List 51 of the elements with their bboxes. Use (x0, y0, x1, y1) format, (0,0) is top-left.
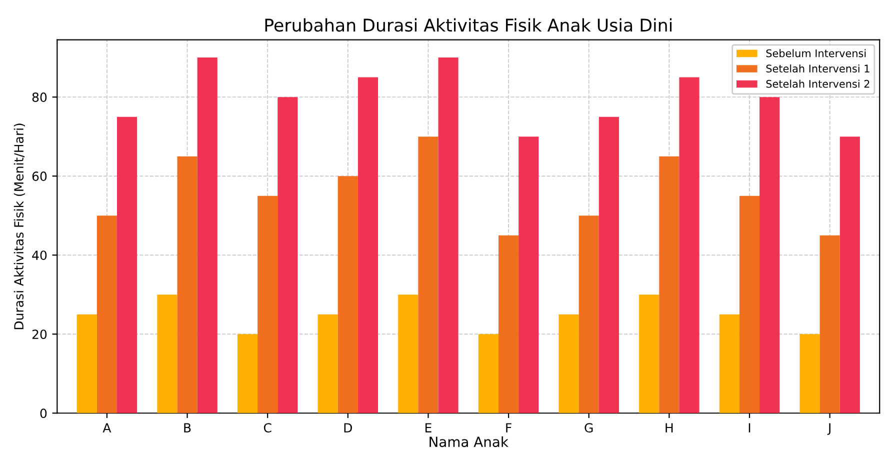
bar (760, 97, 780, 414)
y-tick-label: 80 (32, 92, 47, 102)
bar (659, 156, 680, 414)
bar (278, 97, 298, 414)
y-tick-label: 0 (40, 408, 47, 418)
bar (96, 216, 117, 414)
bar (398, 294, 418, 414)
bar (518, 136, 539, 414)
bar (237, 334, 258, 414)
bar (578, 216, 599, 414)
y-tick-label: 20 (32, 330, 47, 340)
x-axis-title: Nama Anak (430, 436, 508, 448)
x-tick-label: E (425, 423, 432, 432)
bar (478, 334, 498, 414)
bar (840, 136, 860, 414)
x-tick-label: A (102, 423, 112, 432)
y-tick-label: 40 (32, 250, 47, 260)
bar (719, 314, 740, 414)
bar (820, 235, 840, 414)
x-tick-label: C (264, 423, 272, 433)
y-tick-label: 60 (32, 172, 47, 182)
bar (679, 77, 700, 414)
x-tick-label: J (827, 423, 830, 435)
bar (498, 235, 519, 414)
x-tick-label: I (748, 423, 750, 432)
legend-label: Sebelum Intervensi (766, 49, 866, 58)
y-axis-title: Durasi Aktivitas Fisik (Menit/Hari) (14, 124, 26, 330)
bar (197, 58, 218, 414)
bar (258, 196, 278, 414)
x-tick-label: D (344, 423, 352, 432)
bar (358, 77, 378, 414)
bar (598, 116, 619, 414)
bar (116, 116, 138, 414)
chart-title: Perubahan Durasi Aktivitas Fisik Anak Usia Dini (265, 18, 672, 32)
legend-label: Setelah Intervensi 1 (766, 64, 870, 73)
bar (177, 156, 198, 414)
bar (639, 294, 660, 414)
x-tick-label: B (184, 423, 191, 432)
bar (418, 136, 438, 414)
bar (739, 196, 760, 414)
x-tick-label: F (506, 423, 512, 432)
x-tick-label: H (666, 423, 673, 432)
bar (800, 334, 820, 414)
bar (318, 314, 338, 414)
legend-label: Setelah Intervensi 2 (766, 80, 870, 88)
x-tick-label: G (584, 423, 593, 433)
bar (558, 314, 579, 414)
bar (338, 176, 358, 414)
bar (438, 58, 458, 414)
bar (157, 294, 178, 414)
bar (76, 314, 97, 414)
